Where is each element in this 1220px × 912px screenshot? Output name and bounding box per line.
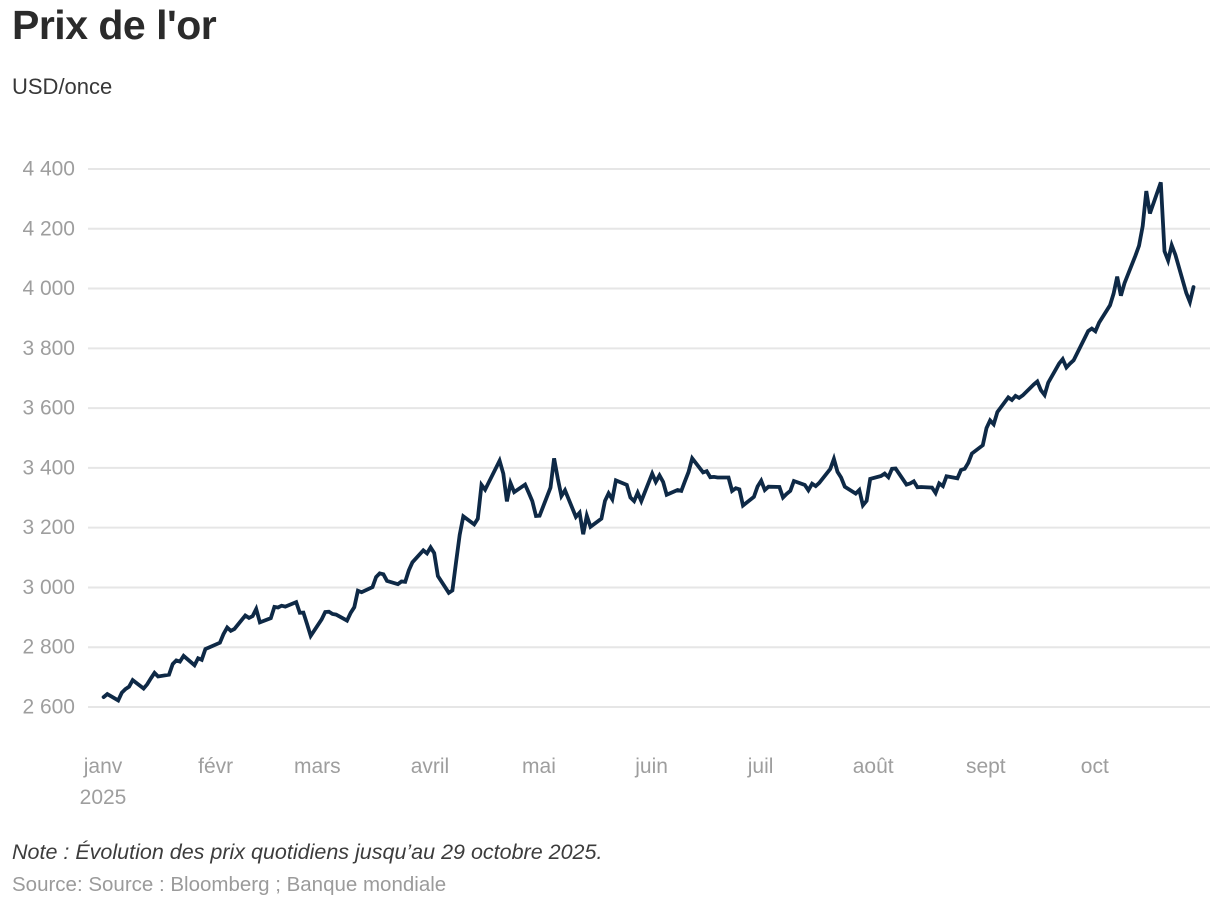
x-tick-label: août <box>853 755 894 778</box>
x-tick-label: janv <box>83 755 123 778</box>
x-tick-label: juil <box>747 755 774 778</box>
y-tick-label: 3 200 <box>22 516 75 539</box>
y-tick-label: 2 800 <box>22 636 75 659</box>
x-tick-label: sept <box>966 755 1006 778</box>
x-tick-label: oct <box>1081 755 1109 778</box>
y-tick-label: 3 800 <box>22 337 75 360</box>
y-tick-label: 3 000 <box>22 576 75 599</box>
x-tick-label: févr <box>198 755 233 778</box>
x-tick-label: mai <box>522 755 556 778</box>
chart-unit-label: USD/once <box>12 74 113 99</box>
chart-note: Note : Évolution des prix quotidiens jus… <box>12 840 603 864</box>
y-tick-label: 3 600 <box>22 397 75 420</box>
y-tick-label: 2 600 <box>22 696 75 719</box>
y-tick-label: 4 000 <box>22 277 75 300</box>
y-tick-label: 4 400 <box>22 158 75 181</box>
x-tick-year-label: 2025 <box>80 786 127 809</box>
chart-source: Source: Source : Bloomberg ; Banque mond… <box>12 873 447 896</box>
x-tick-label: mars <box>294 755 341 778</box>
x-tick-label: juin <box>634 755 668 778</box>
y-tick-label: 4 200 <box>22 217 75 240</box>
price-line-series <box>101 181 1196 704</box>
page-title: Prix de l'or <box>12 2 217 48</box>
y-tick-label: 3 400 <box>22 456 75 479</box>
x-tick-label: avril <box>411 755 450 778</box>
